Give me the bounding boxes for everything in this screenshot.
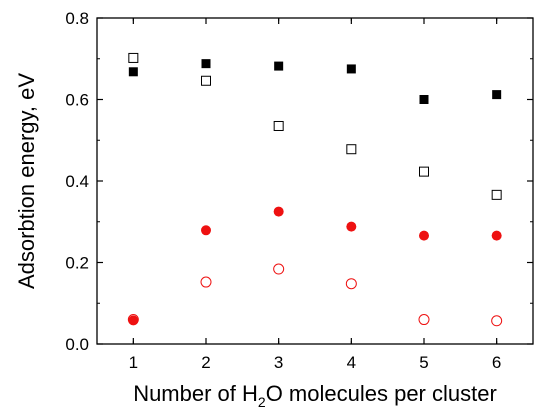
x-axis-title-after: O molecules per cluster bbox=[266, 381, 497, 406]
x-axis-title: Number of H2O molecules per cluster bbox=[133, 381, 497, 410]
y-tick-label: 0.2 bbox=[65, 254, 89, 273]
data-point-circle-open bbox=[491, 315, 503, 327]
data-point-circle-open bbox=[200, 276, 212, 288]
data-point-square-open bbox=[273, 120, 284, 131]
data-point-square-filled bbox=[419, 95, 429, 104]
axis-ticks bbox=[97, 17, 533, 345]
data-point-circle-filled bbox=[273, 206, 284, 217]
y-axis-title: Adsorbtion energy, eV bbox=[14, 73, 39, 289]
data-point-square-open bbox=[346, 144, 357, 155]
data-point-circle-filled bbox=[419, 230, 429, 241]
data-point-square-filled bbox=[128, 67, 138, 77]
x-tick-label: 5 bbox=[419, 353, 428, 372]
data-point-square-filled bbox=[274, 61, 284, 71]
x-tick-label: 3 bbox=[274, 353, 283, 372]
data-point-square-filled bbox=[346, 64, 356, 74]
x-tick-label: 4 bbox=[347, 353, 356, 372]
data-point-circle-filled bbox=[491, 230, 502, 241]
tick-labels: 1 2 3 4 5 6 0.0 0.2 0.4 0.6 0.8 bbox=[65, 9, 501, 372]
data-point-circle-filled bbox=[128, 315, 139, 326]
plot-markers bbox=[127, 52, 503, 327]
x-tick-label: 2 bbox=[201, 353, 210, 372]
data-point-circle-filled bbox=[346, 221, 357, 232]
plot-frame bbox=[96, 17, 534, 345]
x-axis-title-before: Number of H bbox=[133, 381, 258, 406]
data-point-circle-open bbox=[345, 278, 357, 290]
data-point-square-open bbox=[419, 166, 429, 177]
y-tick-label: 0.0 bbox=[65, 335, 89, 354]
x-tick-label: 6 bbox=[492, 353, 501, 372]
data-point-circle-open bbox=[273, 263, 285, 275]
data-point-circle-open bbox=[418, 314, 430, 326]
y-tick-label: 0.8 bbox=[65, 9, 89, 28]
x-axis-title-subscript: 2 bbox=[258, 394, 266, 410]
data-point-circle-open bbox=[127, 314, 139, 326]
y-tick-label: 0.6 bbox=[65, 91, 89, 110]
data-point-circle-filled bbox=[201, 225, 211, 236]
data-point-square-open bbox=[128, 52, 139, 63]
data-point-square-filled bbox=[201, 59, 211, 69]
data-point-square-filled bbox=[492, 90, 502, 100]
x-tick-label: 1 bbox=[129, 353, 138, 372]
y-tick-label: 0.4 bbox=[65, 172, 89, 191]
data-point-square-open bbox=[201, 75, 211, 86]
data-point-square-open bbox=[491, 189, 502, 200]
